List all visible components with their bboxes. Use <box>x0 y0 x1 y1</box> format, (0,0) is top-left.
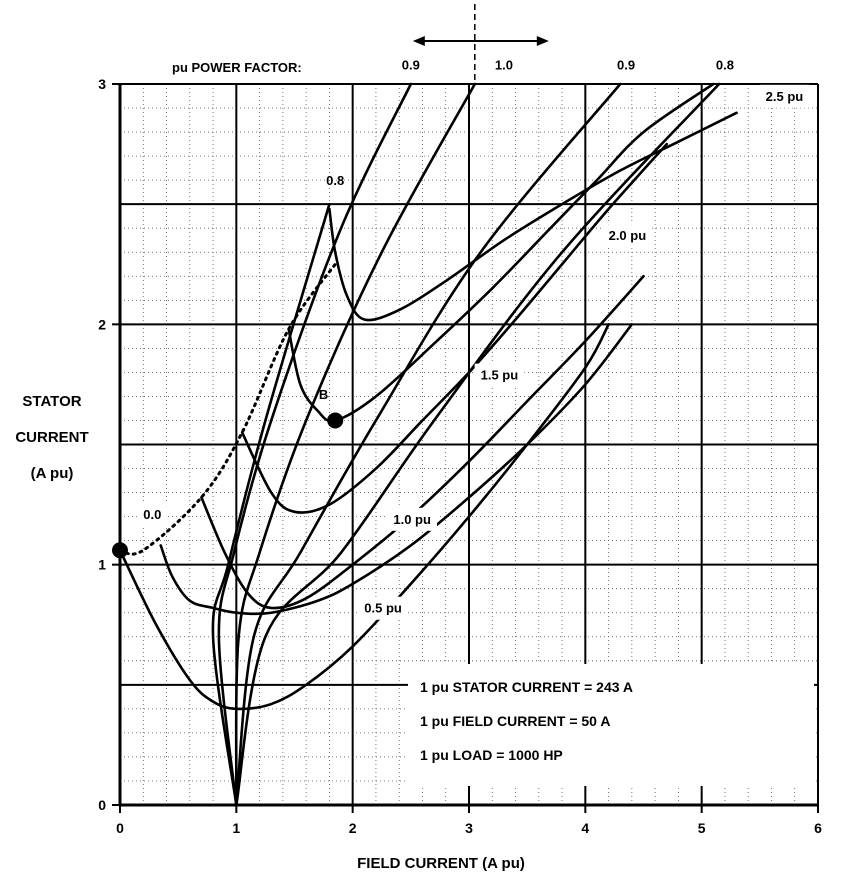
pf-line-label: 0.8 <box>326 173 344 188</box>
v-curve-label: 0.0 <box>143 507 161 522</box>
x-tick-label: 5 <box>698 820 706 836</box>
pf-line <box>234 82 477 807</box>
v-curve-label: 0.5 pu <box>364 601 402 616</box>
v-curve-label: 2.0 pu <box>609 228 647 243</box>
power-factor-lines <box>211 82 721 807</box>
y-tick-label: 0 <box>98 797 106 813</box>
x-tick-label: 4 <box>581 820 589 836</box>
arrow-head-left <box>412 36 425 46</box>
v-curve-label: 1.5 pu <box>481 368 519 383</box>
v-curve-label-bg <box>358 596 408 620</box>
v-curves <box>118 82 738 711</box>
pf-header-label: pu POWER FACTOR: <box>172 60 302 75</box>
y-tick-label: 1 <box>98 557 106 573</box>
v-curve-label-bg <box>137 503 168 527</box>
stability-limit <box>118 262 337 556</box>
v-curve-label-bg <box>759 84 810 108</box>
pf-line-label: 0.9 <box>402 58 420 73</box>
x-tick-labels: 0 1 2 3 4 5 6 <box>116 820 822 836</box>
per-unit-note: 1 pu LOAD = 1000 HP <box>420 747 563 763</box>
power-factor-header: pu POWER FACTOR: <box>172 4 549 84</box>
v-curve <box>240 142 669 514</box>
y-axis-title-line: CURRENT <box>15 429 88 446</box>
x-tick-label: 3 <box>465 820 473 836</box>
y-axis-title-line: (A pu) <box>31 465 74 482</box>
operating-point-marker <box>327 412 344 429</box>
v-curve <box>200 274 645 610</box>
y-tick-labels: 0 1 2 3 <box>98 76 106 813</box>
pf-line-label: 0.8 <box>716 58 734 73</box>
v-curve <box>159 323 634 616</box>
v-curve-label-bg <box>474 363 525 387</box>
pf-line <box>217 82 413 807</box>
x-axis-title: FIELD CURRENT (A pu) <box>357 855 525 872</box>
v-curve <box>287 82 715 423</box>
y-tick-label: 3 <box>98 76 106 92</box>
v-curve-label: 1.0 pu <box>393 512 431 527</box>
pf-line-label: 1.0 <box>495 58 513 73</box>
x-tick-label: 0 <box>116 820 124 836</box>
per-unit-note: 1 pu FIELD CURRENT = 50 A <box>420 713 610 729</box>
notes-box <box>408 664 814 786</box>
x-tick-label: 6 <box>814 820 822 836</box>
y-axis-title: STATOR CURRENT (A pu) <box>15 393 88 482</box>
x-tick-label: 1 <box>232 820 240 836</box>
pf-line-label: 0.9 <box>617 58 635 73</box>
stability-limit-curve <box>118 262 337 556</box>
operating-point-marker <box>112 542 128 559</box>
markers: B <box>112 387 344 559</box>
series-labels: 0.0 0.5 pu 1.0 pu 1.5 pu 2.0 pu 2.5 pu 0.8 0.9 1… <box>137 58 810 620</box>
y-tick-label: 2 <box>98 316 106 332</box>
arrow-head-right <box>536 36 549 46</box>
v-curve-label-bg <box>387 507 438 531</box>
v-curve-label: 2.5 pu <box>766 89 804 104</box>
per-unit-notes: 1 pu STATOR CURRENT = 243 A 1 pu FIELD CU… <box>408 664 814 786</box>
y-axis-title-line: STATOR <box>22 393 81 410</box>
pf-line <box>235 82 622 807</box>
x-tick-label: 2 <box>349 820 357 836</box>
marker-label: B <box>319 387 328 402</box>
pf-line <box>235 82 721 807</box>
v-curve-label-bg <box>602 224 653 248</box>
per-unit-note: 1 pu STATOR CURRENT = 243 A <box>420 679 633 695</box>
v-curve <box>328 111 738 322</box>
